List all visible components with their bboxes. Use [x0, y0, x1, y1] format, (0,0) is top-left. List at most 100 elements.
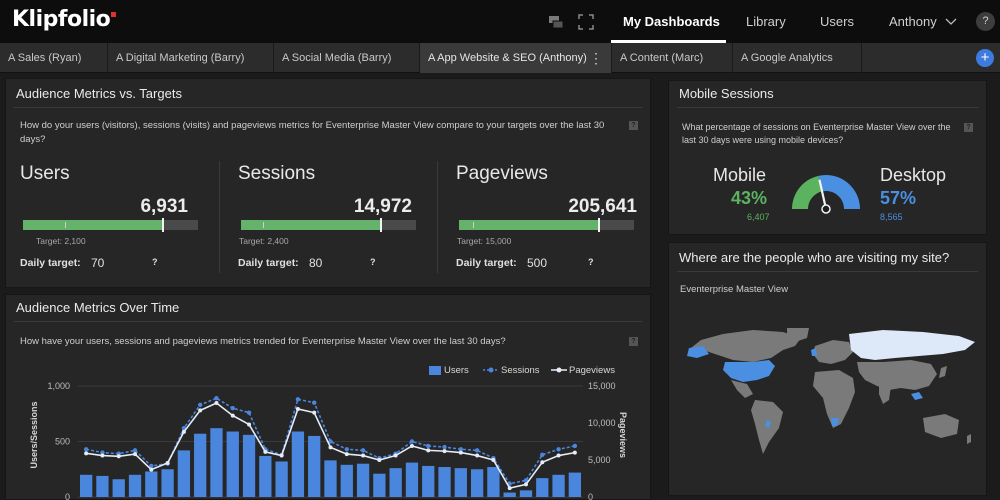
klipfolio-logo[interactable]: Klipfolio: [12, 7, 117, 32]
mobile-percent: 43%: [731, 188, 768, 208]
help-icon[interactable]: ?: [964, 123, 973, 132]
target-tick: [263, 222, 264, 228]
point-pageviews: [491, 458, 496, 462]
audience-time-chart: 1,000 500 0 15,000 10,000 5,000 0 Users/Session…: [29, 381, 628, 500]
panel-description: What percentage of sessions on Eventerpr…: [682, 122, 951, 145]
tab-label: A App Website & SEO (Anthony): [428, 52, 587, 64]
point-sessions: [149, 463, 154, 469]
bar-users: [389, 468, 402, 497]
bar-users: [405, 462, 419, 497]
map-region-southeast-asia: [911, 392, 923, 400]
bar-users: [568, 472, 581, 497]
help-icon[interactable]: ?: [629, 337, 638, 346]
help-icon[interactable]: ?: [976, 12, 995, 31]
y-tick-label: 0: [65, 492, 70, 500]
point-sessions: [328, 439, 333, 444]
point-pageviews: [556, 453, 561, 458]
y2-tick-label: 10,000: [588, 418, 616, 428]
bar-users: [112, 479, 125, 497]
progress-fill: [459, 220, 599, 230]
bar-users: [80, 474, 93, 497]
panel-title: Audience Metrics Over Time: [16, 300, 180, 315]
nav-library[interactable]: Library: [746, 14, 786, 29]
map-region-india: [879, 384, 891, 404]
y2-axis-label: Pageviews: [618, 412, 628, 458]
dashboard-tabs: A Sales (Ryan) A Digital Marketing (Barr…: [0, 43, 1000, 73]
mobile-sessions-panel: Mobile Sessions What percentage of sessi…: [668, 80, 987, 235]
chevron-down-icon[interactable]: [945, 17, 957, 26]
target-tick: [473, 222, 474, 228]
legend-sessions: Sessions: [501, 365, 540, 376]
point-sessions: [230, 406, 235, 411]
tab-content[interactable]: A Content (Marc): [612, 43, 733, 73]
point-pageviews: [377, 458, 382, 462]
desktop-percent: 57%: [880, 188, 917, 208]
active-nav-indicator: [611, 40, 726, 43]
panel-title: Audience Metrics vs. Targets: [16, 86, 182, 101]
bar-users: [194, 433, 207, 497]
metric-users-daily-target: 70: [91, 256, 105, 270]
tab-digital-marketing[interactable]: A Digital Marketing (Barry): [108, 43, 274, 73]
help-icon[interactable]: ?: [370, 257, 376, 267]
point-sessions: [360, 448, 366, 453]
layout-icon[interactable]: [548, 14, 564, 30]
value-marker: [598, 218, 600, 232]
bar-users: [161, 469, 174, 497]
legend-sessions-swatch: [483, 367, 499, 373]
point-sessions: [295, 397, 301, 402]
map-region-south-africa: [831, 418, 839, 426]
bar-users: [470, 469, 484, 497]
point-pageviews: [312, 410, 317, 415]
point-pageviews: [100, 453, 105, 458]
point-pageviews: [247, 422, 252, 427]
metric-users-label: Users: [20, 163, 70, 184]
map-region-russia: [849, 330, 975, 360]
tab-menu-icon[interactable]: ⋮: [589, 50, 603, 66]
y2-tick-label: 5,000: [588, 455, 611, 465]
help-icon[interactable]: ?: [588, 257, 594, 267]
metric-pageviews-bar: [459, 218, 634, 232]
bar-users: [422, 465, 435, 497]
progress-fill: [23, 220, 163, 230]
tab-social-media[interactable]: A Social Media (Barry): [274, 43, 420, 73]
daily-target-label: Daily target:: [456, 257, 517, 269]
panel-divider: [14, 321, 642, 322]
tab-sales[interactable]: A Sales (Ryan): [0, 43, 108, 73]
point-sessions: [523, 478, 529, 483]
panel-description: How have your users, sessions and pagevi…: [20, 336, 506, 347]
point-sessions: [83, 447, 89, 452]
point-sessions: [100, 450, 105, 455]
fullscreen-icon[interactable]: [578, 14, 594, 30]
map-region-canada: [691, 330, 801, 362]
panel-divider: [677, 107, 978, 108]
bar-users: [552, 474, 565, 497]
nav-my-dashboards[interactable]: My Dashboards: [623, 14, 720, 29]
panel-title: Where are the people who are visiting my…: [679, 250, 950, 265]
help-icon[interactable]: ?: [629, 121, 638, 130]
nav-user-menu[interactable]: Anthony: [889, 14, 937, 29]
audience-time-panel: Audience Metrics Over Time How have your…: [5, 294, 651, 500]
desktop-count: 8,565: [880, 212, 903, 222]
world-map: [687, 328, 975, 454]
bar-users: [259, 455, 272, 497]
tab-app-website-seo[interactable]: A App Website & SEO (Anthony) ⋮: [420, 43, 612, 73]
point-sessions: [474, 448, 480, 453]
point-pageviews: [393, 453, 398, 458]
point-sessions: [572, 443, 578, 449]
point-pageviews: [572, 450, 577, 455]
point-pageviews: [540, 460, 545, 465]
legend-pageviews-swatch: [551, 367, 567, 373]
bar-users: [324, 460, 337, 497]
help-icon[interactable]: ?: [152, 257, 158, 267]
bar-users: [454, 468, 467, 497]
tab-google-analytics[interactable]: A Google Analytics: [733, 43, 862, 73]
add-tab-button[interactable]: +: [976, 49, 994, 67]
point-sessions: [344, 447, 349, 452]
point-sessions: [197, 402, 203, 408]
point-sessions: [442, 444, 447, 450]
y-tick-label: 500: [55, 437, 70, 447]
metric-pageviews-daily-target: 500: [527, 256, 548, 270]
nav-users[interactable]: Users: [820, 14, 854, 29]
point-sessions: [214, 396, 219, 401]
point-pageviews: [426, 448, 431, 453]
